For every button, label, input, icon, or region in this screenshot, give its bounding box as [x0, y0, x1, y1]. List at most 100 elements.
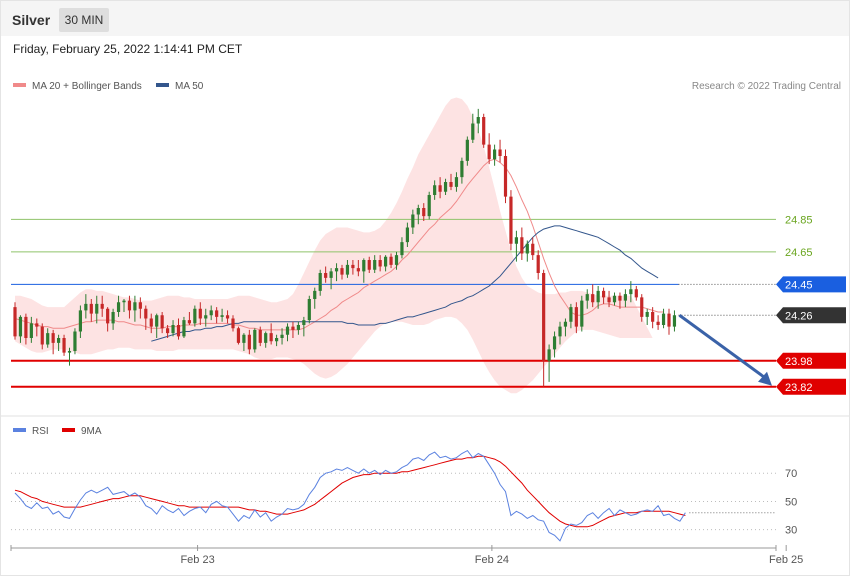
candle	[182, 316, 186, 338]
candle	[460, 157, 464, 184]
candle-body	[334, 268, 339, 272]
candle	[400, 237, 404, 259]
candle	[602, 287, 606, 304]
candle-body	[509, 196, 513, 244]
candle-body	[280, 334, 284, 338]
candle-body	[116, 302, 121, 312]
candle	[574, 302, 578, 334]
candle	[640, 294, 644, 322]
candle	[329, 268, 333, 290]
legend-ma50-label: MA 50	[175, 81, 204, 92]
candle-body	[574, 307, 578, 327]
candle-body	[476, 117, 480, 124]
candle	[667, 308, 671, 335]
candle	[531, 237, 535, 260]
candle-body	[607, 297, 611, 303]
candle-body	[100, 303, 104, 309]
level-lines	[11, 218, 776, 388]
support-tag	[776, 352, 846, 369]
candle	[269, 323, 273, 345]
candle-body	[78, 310, 82, 332]
candle-body	[329, 271, 333, 278]
support-tag-label: 23.82	[785, 382, 813, 394]
candle	[471, 113, 475, 143]
ma50-line	[151, 225, 659, 342]
rsi-panel: 70 50 30	[11, 449, 797, 542]
resistance-label: 24.65	[785, 247, 813, 259]
pivot-tag-label: 24.45	[785, 279, 813, 291]
candle-body	[400, 242, 404, 256]
candle-body	[193, 308, 197, 324]
candle	[253, 328, 257, 353]
candle-body	[503, 156, 508, 197]
candle-body	[40, 326, 44, 345]
candle-body	[487, 144, 491, 160]
candle	[542, 269, 546, 387]
candle-body	[612, 295, 617, 303]
candle-body	[215, 310, 219, 317]
candle-body	[296, 325, 300, 330]
candle	[231, 315, 235, 332]
candle	[547, 344, 551, 382]
candle-body	[340, 268, 344, 275]
candle	[302, 316, 306, 337]
candle	[89, 299, 93, 322]
candle	[651, 307, 655, 329]
candle-body	[95, 303, 99, 314]
candle	[672, 310, 677, 332]
candle-body	[182, 320, 186, 337]
candles	[13, 108, 677, 387]
instrument-title: Silver	[12, 12, 51, 28]
legend-ma20: MA 20 + Bollinger Bands	[13, 81, 142, 92]
candle	[422, 203, 426, 221]
candle-body	[618, 295, 622, 301]
candle-body	[160, 315, 164, 329]
candle	[525, 240, 529, 262]
candle-body	[558, 326, 562, 337]
candle	[454, 172, 459, 192]
legend-rsi-ma: 9MA	[62, 426, 102, 437]
candle-body	[460, 160, 464, 178]
candle	[362, 258, 366, 283]
candle	[623, 289, 627, 308]
rsi-ma-line	[14, 455, 686, 528]
candle-body	[438, 185, 442, 192]
candle-body	[651, 312, 655, 322]
candle	[345, 260, 350, 278]
candle	[307, 295, 311, 324]
candle-body	[454, 177, 459, 187]
time-tick-label: Feb 25	[769, 554, 803, 566]
candle	[51, 329, 55, 355]
candle	[503, 149, 508, 204]
candle	[465, 136, 469, 166]
candle	[367, 256, 371, 273]
candle-body	[427, 195, 431, 217]
candle-body	[602, 290, 606, 298]
candle-body	[269, 333, 273, 342]
candle	[487, 133, 491, 165]
timeframe-button[interactable]: 30 MIN	[59, 8, 109, 32]
credit-text: Research © 2022 Trading Central	[691, 81, 841, 92]
last-tag	[776, 307, 846, 324]
candle-body	[111, 312, 115, 324]
candle	[427, 191, 431, 220]
candle	[264, 331, 268, 348]
candle-body	[13, 307, 17, 337]
candle-body	[345, 264, 350, 275]
candle-body	[591, 294, 595, 303]
rsi-line	[14, 449, 686, 542]
candle-body	[661, 313, 666, 325]
candle-body	[264, 333, 268, 343]
candle	[144, 305, 148, 330]
candle	[171, 320, 175, 337]
candle-body	[351, 264, 355, 269]
candle	[111, 308, 115, 330]
candle-body	[302, 320, 306, 325]
candle-body	[422, 208, 426, 217]
last-tag-label: 24.26	[785, 310, 813, 322]
candle-body	[318, 273, 322, 291]
candle-body	[667, 313, 671, 327]
candle	[351, 260, 355, 275]
candle	[155, 313, 159, 338]
